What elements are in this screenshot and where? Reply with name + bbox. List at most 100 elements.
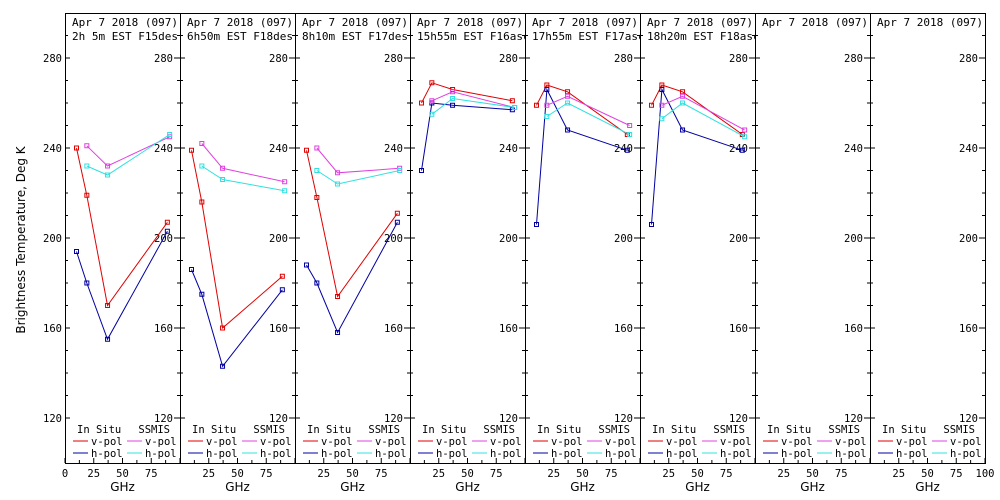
- y-tick-label-left: 160: [43, 323, 62, 335]
- y-tick-label: 160: [614, 323, 633, 335]
- data-point-insitu_h: [419, 168, 424, 173]
- panel-group: Apr 7 2018 (097)2h 5m EST F15des 120 120 16…: [43, 13, 995, 494]
- data-point-ssmis_v: [680, 93, 686, 99]
- series-line-insitu_v: [191, 150, 283, 329]
- legend-ssmis-v-label: v-pol: [260, 436, 292, 448]
- y-tick-label: 200: [729, 233, 748, 245]
- legend-ssmis-v-label: v-pol: [145, 436, 177, 448]
- data-point-insitu_h: [279, 287, 285, 293]
- x-tick-label: 75: [260, 468, 273, 480]
- data-point-ssmis_v: [105, 163, 111, 169]
- x-axis-label: GHz: [455, 480, 480, 494]
- legend-ssmis-v-label: v-pol: [375, 436, 407, 448]
- data-point-ssmis_v: [220, 165, 226, 171]
- data-point-insitu_h: [220, 363, 226, 369]
- data-point-insitu_v: [74, 145, 79, 151]
- y-tick-label: 120: [844, 413, 863, 425]
- series-line-ssmis_h: [661, 102, 745, 138]
- data-point-insitu_v: [509, 98, 515, 104]
- y-tick-label: 280: [614, 53, 633, 65]
- data-point-insitu_h: [74, 249, 79, 254]
- y-tick-label: 160: [154, 323, 173, 335]
- panel-header: Apr 7 2018 (097)2h 5m EST F15des: [72, 16, 178, 43]
- y-tick-label: 200: [269, 233, 288, 245]
- x-tick-label: 25: [892, 468, 905, 480]
- legend-ssmis-h-label: h-pol: [490, 448, 522, 460]
- data-point-insitu_v: [220, 325, 226, 331]
- y-tick-label-left: 200: [43, 233, 62, 245]
- panel-time-satellite: 18h20m EST F18asc: [647, 30, 760, 43]
- x-tick-label: 25: [777, 468, 790, 480]
- data-point-ssmis_h: [544, 114, 550, 119]
- x-tick-label: 25: [547, 468, 560, 480]
- series-line-ssmis_v: [431, 91, 515, 108]
- y-tick-label: 200: [384, 233, 403, 245]
- series-line-ssmis_h: [201, 165, 285, 192]
- panel-date: Apr 7 2018 (097): [877, 16, 983, 29]
- series-line-insitu_v: [306, 150, 398, 298]
- legend-insitu-v-label: v-pol: [896, 436, 928, 448]
- legend-insitu-h-label: h-pol: [321, 448, 353, 460]
- panel-header: Apr 7 2018 (097)15h55m EST F16asc: [417, 16, 525, 43]
- legend-insitu-h-label: h-pol: [206, 448, 238, 460]
- legend-insitu-title: In Situ: [422, 424, 466, 436]
- panel-header: Apr 7 2018 (097)6h50m EST F18des: [187, 16, 293, 43]
- y-tick-label: 200: [614, 233, 633, 245]
- data-point-ssmis_v: [742, 127, 748, 133]
- legend-ssmis-h-label: h-pol: [720, 448, 752, 460]
- y-tick-label: 200: [499, 233, 518, 245]
- data-point-insitu_h: [105, 336, 111, 342]
- x-tick-label: 25: [432, 468, 445, 480]
- legend-insitu-title: In Situ: [652, 424, 696, 436]
- data-point-insitu_v: [164, 219, 170, 225]
- x-axis-label: GHz: [225, 480, 250, 494]
- y-tick-label: 280: [844, 53, 863, 65]
- legend-ssmis-title: SSMIS: [483, 424, 515, 436]
- x-tick-label: 50: [461, 468, 474, 480]
- data-point-ssmis_h: [84, 163, 90, 169]
- y-tick-label: 120: [499, 413, 518, 425]
- series-line-ssmis_v: [86, 136, 170, 167]
- legend-insitu-v-label: v-pol: [206, 436, 238, 448]
- data-point-ssmis_h: [565, 100, 571, 106]
- panel-date: Apr 7 2018 (097): [72, 16, 178, 29]
- series-line-ssmis_v: [546, 95, 630, 126]
- series-line-insitu_h: [76, 231, 168, 341]
- legend-ssmis-title: SSMIS: [943, 424, 975, 436]
- data-point-ssmis_h: [397, 168, 403, 173]
- panel-time-satellite: 17h55m EST F17asc: [532, 30, 645, 43]
- panel-date: Apr 7 2018 (097): [417, 16, 523, 29]
- series-line-insitu_h: [421, 102, 513, 171]
- data-point-insitu_h: [335, 330, 341, 335]
- y-axis-label: Brightness Temperature, Deg K: [14, 145, 28, 333]
- data-point-ssmis_v: [565, 93, 571, 99]
- data-point-insitu_v: [419, 100, 424, 106]
- data-point-insitu_h: [199, 291, 205, 297]
- y-tick-label-left: 120: [43, 413, 62, 425]
- data-point-ssmis_v: [450, 89, 456, 95]
- x-tick-label: 50: [691, 468, 704, 480]
- data-point-insitu_h: [450, 102, 456, 108]
- data-point-ssmis_v: [335, 170, 341, 176]
- data-point-insitu_v: [394, 210, 400, 216]
- panel-5: Apr 7 2018 (097)17h55m EST F17asc 120 160 2…: [524, 13, 645, 494]
- x-axis-label: GHz: [110, 480, 135, 494]
- x-tick-label: 25: [87, 468, 100, 480]
- data-point-insitu_h: [544, 87, 550, 92]
- series-line-ssmis_h: [86, 134, 170, 176]
- data-point-ssmis_v: [199, 141, 205, 146]
- y-tick-label: 120: [154, 413, 173, 425]
- x-tick-label: 50: [346, 468, 359, 480]
- panel-time-satellite: 6h50m EST F18des: [187, 30, 293, 43]
- legend-insitu-h-label: h-pol: [666, 448, 698, 460]
- x-tick-label: 100: [976, 468, 995, 480]
- legend-insitu-h-label: h-pol: [781, 448, 813, 460]
- y-tick-label: 200: [844, 233, 863, 245]
- x-tick-label: 25: [662, 468, 675, 480]
- data-point-ssmis_v: [314, 145, 320, 151]
- data-point-insitu_h: [739, 147, 745, 153]
- y-tick-label: 280: [269, 53, 288, 65]
- data-point-insitu_h: [304, 262, 309, 268]
